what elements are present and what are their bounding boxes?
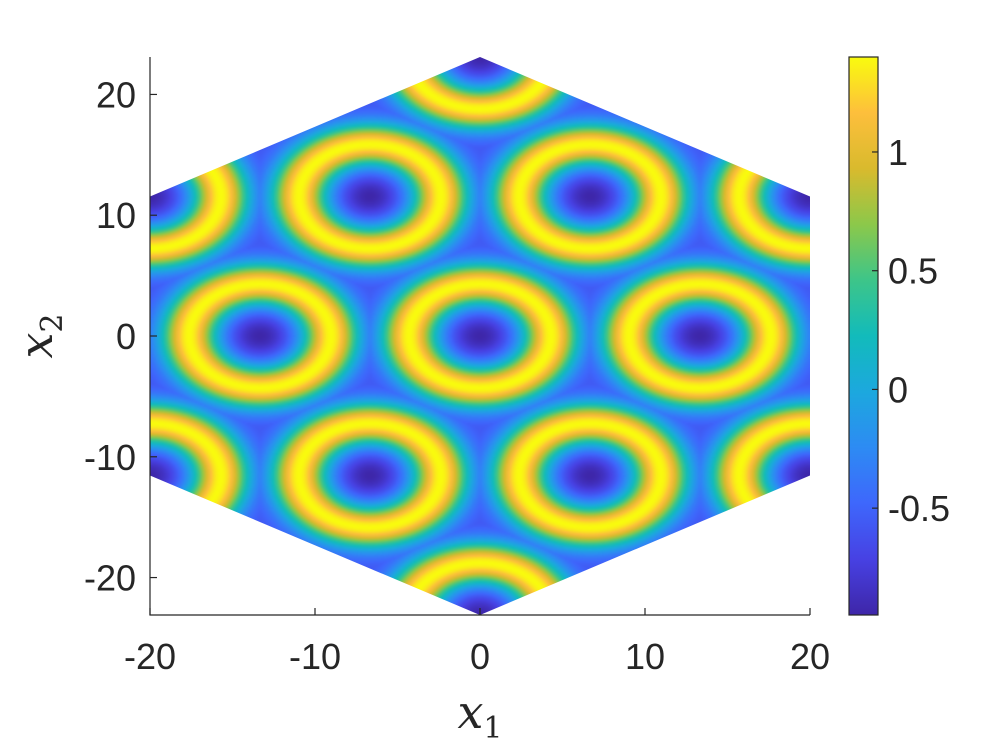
y-tick-label: 0 [116, 316, 136, 357]
x-tick-label: 0 [470, 636, 490, 677]
x-tick-label: 20 [790, 636, 830, 677]
colorbar-gradient [849, 57, 878, 615]
x-axis-label: x1 [457, 685, 502, 746]
colorbar-ticks: -0.5 0 0.5 1 [872, 132, 950, 529]
colorbar-tick-label: -0.5 [888, 488, 950, 529]
y-axis-ticks: -20 -10 0 10 20 [84, 74, 157, 599]
colorbar-tick-label: 0.5 [888, 251, 938, 292]
x-axis-ticks: -20 -10 0 10 20 [124, 608, 830, 677]
heatmap-image [150, 57, 810, 615]
y-axis-label: x2 [9, 313, 70, 358]
y-tick-label: -10 [84, 437, 136, 478]
plot-area: -20 -10 0 10 20 -20 -10 0 10 20 x1 x2 [9, 57, 830, 746]
colorbar-frame [848, 56, 879, 616]
heatmap-field [150, 57, 810, 615]
x-tick-label: -20 [124, 636, 176, 677]
colorbar-tick-label: 0 [888, 369, 908, 410]
colorbar-tick-label: 1 [888, 132, 908, 173]
y-tick-label: 10 [96, 195, 136, 236]
colorbar: -0.5 0 0.5 1 [848, 56, 950, 616]
y-tick-label: -20 [84, 558, 136, 599]
y-tick-label: 20 [96, 74, 136, 115]
x-tick-label: 10 [625, 636, 665, 677]
x-tick-label: -10 [289, 636, 341, 677]
